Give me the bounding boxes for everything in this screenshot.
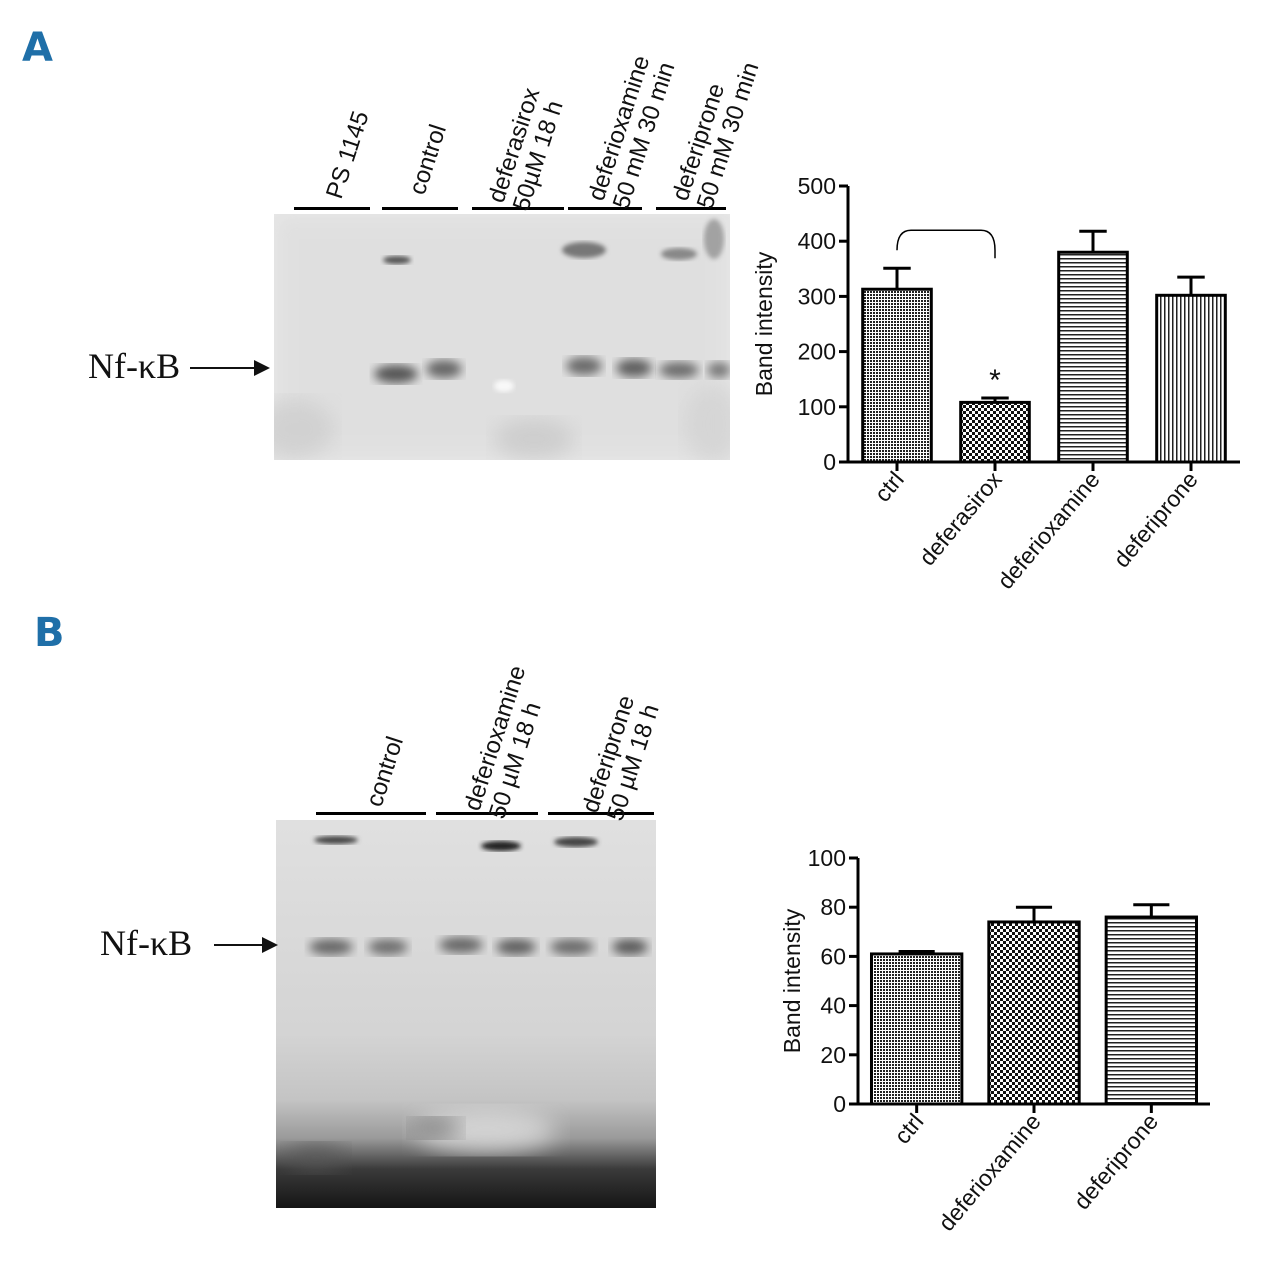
nfkb-arrow-line-b <box>214 944 262 946</box>
x-tick-label-deferiprone: deferiprone <box>1068 1109 1163 1215</box>
y-tick-label: 40 <box>820 993 846 1019</box>
lane-label-deferasirox: deferasirox 50µM 18 h <box>483 85 570 214</box>
gel-b-svg <box>276 820 656 1208</box>
bar-deferioxamine <box>987 920 1081 1106</box>
bar-deferiprone <box>1104 915 1199 1106</box>
x-tick-label-ctrl: ctrl <box>869 467 909 507</box>
significance-asterisk: * <box>989 364 1001 397</box>
bar-deferasirox <box>959 400 1031 464</box>
y-tick-label: 80 <box>820 894 846 920</box>
x-tick-label-ctrl: ctrl <box>889 1109 929 1149</box>
lane-label-b-control-line1: control <box>361 733 409 811</box>
nfkb-label-b: Nf-κB <box>100 923 193 963</box>
lane-bar-b-control <box>316 812 426 815</box>
y-tick-label: 300 <box>798 283 836 309</box>
lane-label-b-deferiprone: deferiprone 50 µM 18 h <box>577 692 665 824</box>
y-tick-label: 0 <box>823 449 836 475</box>
x-tick-label-deferasirox: deferasirox <box>914 466 1007 570</box>
significance-bracket <box>896 229 996 259</box>
lane-label-ps1145-line1: PS 1145 <box>321 107 375 203</box>
bar-ctrl <box>861 287 933 464</box>
y-tick-label: 100 <box>808 845 846 871</box>
y-axis-label: Band intensity <box>779 908 805 1053</box>
chart-b: 0 20 40 60 80 100 Band intensity ctrl deferioxam… <box>779 845 1210 1236</box>
lane-bar-deferioxamine <box>568 207 642 210</box>
y-tick-label: 0 <box>833 1091 846 1117</box>
lane-bar-b-deferiprone <box>548 812 654 815</box>
y-tick-label: 20 <box>820 1042 846 1068</box>
y-tick-label: 400 <box>798 228 836 254</box>
lane-bar-deferasirox <box>472 207 564 210</box>
gel-a-svg <box>274 214 730 460</box>
lane-label-b-deferioxamine: deferioxamine 50 µM 18 h <box>459 662 556 822</box>
lane-bar-ps1145 <box>294 207 370 210</box>
lane-label-control: control <box>404 121 452 199</box>
lane-bar-deferiprone <box>656 207 726 210</box>
lane-bar-b-deferioxamine <box>436 812 538 815</box>
x-tick-label-deferioxamine: deferioxamine <box>933 1109 1046 1236</box>
bar-deferioxamine <box>1057 250 1129 464</box>
chart-a: 0 100 200 300 400 500 Band intensity ctrl defera… <box>751 173 1240 594</box>
y-tick-label: 200 <box>798 339 836 365</box>
y-tick-label: 500 <box>798 173 836 199</box>
bar-deferiprone <box>1155 293 1227 464</box>
lane-label-b-control: control <box>361 733 409 811</box>
nfkb-arrow-head-a <box>254 360 270 376</box>
y-tick-label: 100 <box>798 394 836 420</box>
gel-image-a <box>274 214 730 460</box>
lane-bar-control <box>382 207 458 210</box>
panel-letter-a: A <box>22 25 53 71</box>
lane-label-deferioxamine: deferioxamine 50 mM 30 min <box>583 51 680 212</box>
nfkb-arrow-head-b <box>262 937 278 953</box>
nfkb-label-a: Nf-κB <box>88 346 181 386</box>
y-axis-label: Band intensity <box>751 251 777 396</box>
y-tick-label: 60 <box>820 943 846 969</box>
x-tick-label-deferiprone: deferiprone <box>1108 467 1203 573</box>
panel-letter-b: B <box>34 610 65 656</box>
gel-image-b <box>276 820 656 1208</box>
x-tick-label-deferioxamine: deferioxamine <box>992 467 1105 594</box>
bar-ctrl <box>869 952 964 1106</box>
lane-label-control-line1: control <box>404 121 452 199</box>
lane-label-ps1145: PS 1145 <box>321 107 375 203</box>
nfkb-arrow-line-a <box>190 367 254 369</box>
